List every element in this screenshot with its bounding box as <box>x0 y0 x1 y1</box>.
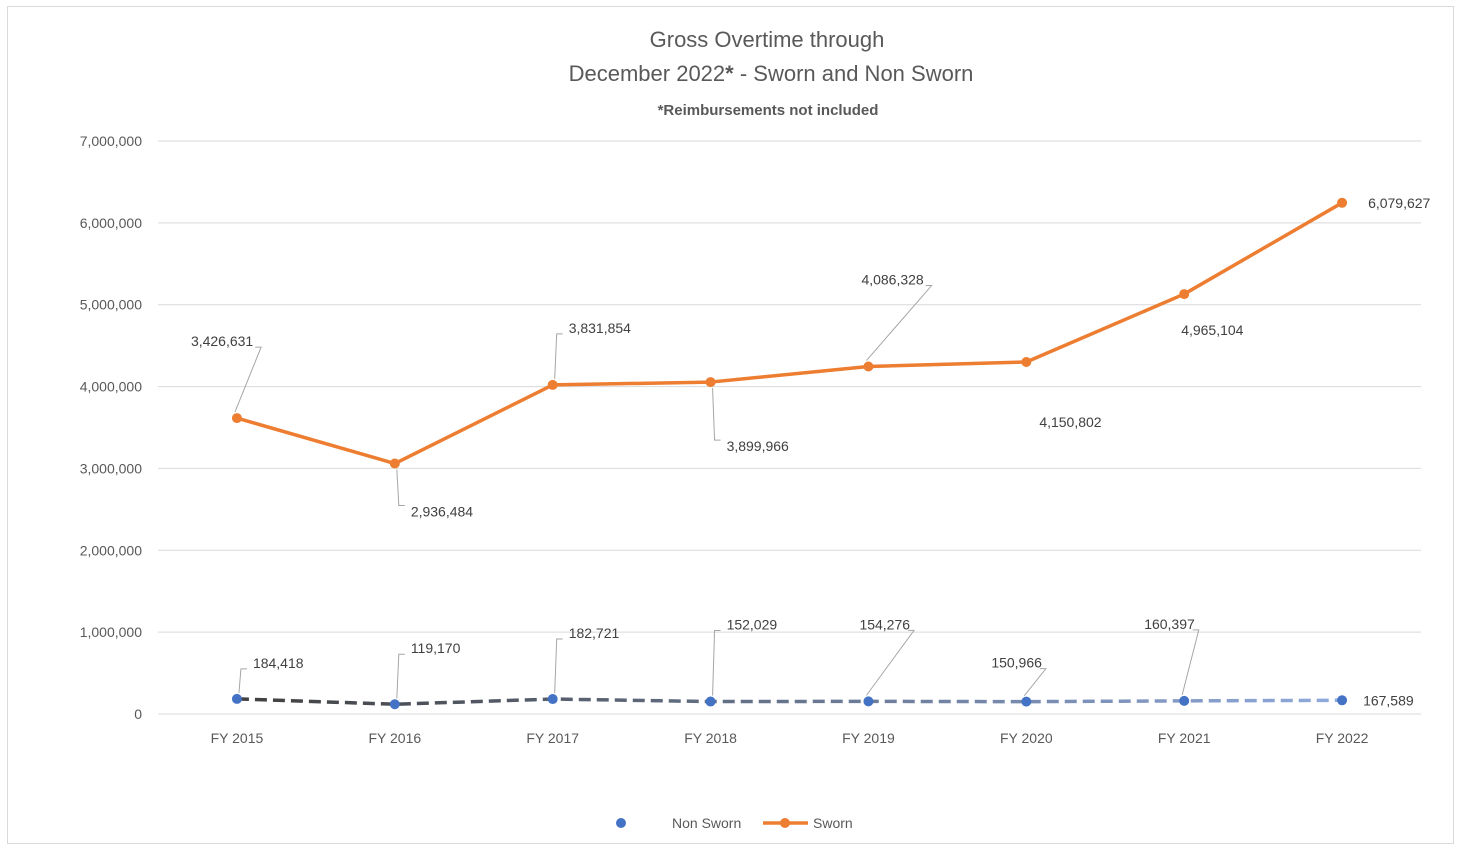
data-point <box>1179 695 1190 706</box>
series-line-sworn <box>235 201 1344 466</box>
y-tick-label: 5,000,000 <box>80 297 142 313</box>
x-tick-label: FY 2021 <box>1158 730 1211 746</box>
data-label-sworn: 2,936,484 <box>411 504 473 520</box>
leader-line <box>712 630 721 696</box>
data-point <box>1021 357 1032 368</box>
leader-line <box>554 333 563 379</box>
x-tick-label: FY 2017 <box>526 730 579 746</box>
y-tick-label: 4,000,000 <box>80 379 142 395</box>
data-label-non-sworn: 182,721 <box>569 625 620 641</box>
data-point <box>1337 197 1348 208</box>
legend-label-sworn: Sworn <box>813 815 853 831</box>
data-label-non-sworn: 154,276 <box>859 616 910 632</box>
data-label-sworn: 3,899,966 <box>727 438 789 454</box>
data-point <box>231 413 242 424</box>
data-label-non-sworn: 150,966 <box>991 655 1042 671</box>
data-point <box>547 694 558 705</box>
legend-marker-non-sworn <box>616 818 626 828</box>
data-label-sworn: 3,831,854 <box>569 320 631 336</box>
legend: Non Sworn Sworn <box>603 815 853 831</box>
chart-title-line2-main: December 2022 <box>569 61 726 86</box>
data-point <box>863 361 874 372</box>
data-point <box>1337 695 1348 706</box>
leader-line <box>238 668 247 693</box>
leader-line <box>1181 629 1200 695</box>
leader-line <box>866 285 933 361</box>
leader-line <box>554 638 563 694</box>
y-tick-label: 6,000,000 <box>80 215 142 231</box>
y-tick-label: 7,000,000 <box>80 133 142 149</box>
x-axis-tick-labels: FY 2015 FY 2016 FY 2017 FY 2018 FY 2019 FY 20… <box>211 730 1369 746</box>
series-line-non-sworn <box>236 697 1343 706</box>
data-point <box>1179 289 1190 300</box>
chart-subtitle: *Reimbursements not included <box>658 102 879 119</box>
data-point <box>863 696 874 707</box>
data-label-non-sworn: 184,418 <box>253 655 304 671</box>
x-tick-label: FY 2018 <box>684 730 737 746</box>
y-tick-label: 2,000,000 <box>80 542 142 558</box>
leader-line <box>1023 668 1047 696</box>
y-tick-label: 1,000,000 <box>80 624 142 640</box>
chart-title-line2-suffix: - Sworn and Non Sworn <box>734 61 974 86</box>
data-label-non-sworn: 160,397 <box>1144 616 1195 632</box>
data-label-sworn: 3,426,631 <box>191 333 253 349</box>
y-axis-tick-labels: 0 1,000,000 2,000,000 3,000,000 4,000,000 5,0… <box>80 133 143 722</box>
data-label-sworn: 6,079,627 <box>1368 195 1430 211</box>
chart-title-line2: December 2022* - Sworn and Non Sworn <box>569 61 974 86</box>
x-tick-label: FY 2019 <box>842 730 895 746</box>
data-label-sworn: 4,965,104 <box>1181 322 1243 338</box>
chart-title-line1: Gross Overtime through <box>650 27 885 52</box>
series-lines <box>231 197 1348 710</box>
x-tick-label: FY 2022 <box>1316 730 1369 746</box>
data-label-non-sworn: 152,029 <box>727 617 778 633</box>
chart-area <box>7 6 1454 844</box>
leader-line <box>234 346 262 413</box>
x-tick-label: FY 2020 <box>1000 730 1053 746</box>
data-point <box>389 699 400 710</box>
data-labels: 3,426,631 2,936,484 3,831,854 3,899,966 4,08… <box>191 195 1431 708</box>
data-point <box>705 696 716 707</box>
leader-line <box>712 388 721 441</box>
chart-title-asterisk: * <box>725 61 734 86</box>
data-point <box>705 377 716 388</box>
x-tick-label: FY 2016 <box>368 730 421 746</box>
data-label-sworn: 4,086,328 <box>861 272 923 288</box>
legend-marker-sworn <box>780 818 790 828</box>
data-point <box>547 379 558 390</box>
leader-line <box>866 629 916 696</box>
legend-label-non-sworn: Non Sworn <box>672 815 741 831</box>
data-point <box>1021 696 1032 707</box>
data-label-non-sworn: 119,170 <box>411 640 461 656</box>
gridlines <box>158 140 1421 715</box>
data-point <box>231 693 242 704</box>
leader-line <box>396 469 405 507</box>
data-label-non-sworn: 167,589 <box>1363 692 1414 708</box>
data-point <box>389 458 400 469</box>
y-tick-label: 0 <box>134 706 142 722</box>
y-tick-label: 3,000,000 <box>80 460 142 476</box>
data-label-sworn: 4,150,802 <box>1039 414 1101 430</box>
leader-line <box>396 653 405 699</box>
x-tick-label: FY 2015 <box>211 730 264 746</box>
